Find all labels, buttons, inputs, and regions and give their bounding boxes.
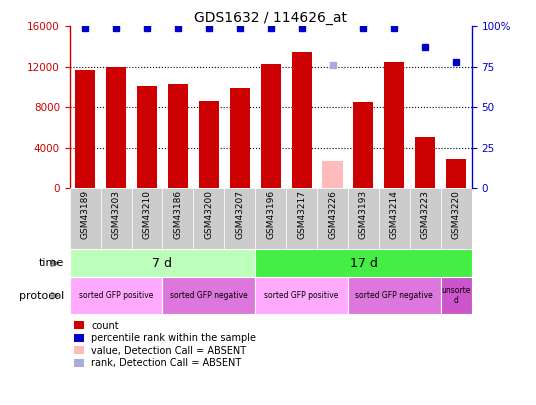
Bar	[162, 188, 193, 249]
Bar	[441, 188, 472, 249]
Text: sorted GFP positive: sorted GFP positive	[264, 291, 339, 300]
Bar	[224, 188, 255, 249]
Text: sorted GFP negative: sorted GFP negative	[170, 291, 248, 300]
Bar	[415, 137, 435, 188]
Text: GSM43223: GSM43223	[421, 190, 430, 239]
Bar	[75, 70, 95, 188]
Text: unsorte
d: unsorte d	[442, 286, 471, 305]
Text: GSM43203: GSM43203	[111, 190, 121, 239]
Text: protocol: protocol	[19, 291, 64, 301]
Bar	[446, 159, 466, 188]
Bar	[131, 188, 162, 249]
Bar	[162, 277, 255, 314]
Bar	[348, 277, 441, 314]
Text: sorted GFP positive: sorted GFP positive	[79, 291, 153, 300]
Bar	[353, 102, 374, 188]
Text: sorted GFP negative: sorted GFP negative	[355, 291, 433, 300]
Bar	[317, 188, 348, 249]
Text: GSM43210: GSM43210	[143, 190, 152, 239]
Bar	[193, 188, 224, 249]
Bar	[199, 101, 219, 188]
Bar	[70, 277, 162, 314]
Text: GSM43207: GSM43207	[235, 190, 244, 239]
Bar	[255, 188, 286, 249]
Text: time: time	[39, 258, 64, 268]
Text: GSM43186: GSM43186	[174, 190, 182, 239]
Bar	[410, 188, 441, 249]
Legend: count, percentile rank within the sample, value, Detection Call = ABSENT, rank, : count, percentile rank within the sample…	[72, 319, 258, 370]
Bar	[384, 62, 405, 188]
Title: GDS1632 / 114626_at: GDS1632 / 114626_at	[194, 11, 347, 25]
Text: GSM43217: GSM43217	[297, 190, 306, 239]
Text: GSM43214: GSM43214	[390, 190, 399, 239]
Bar	[106, 67, 126, 188]
Bar	[255, 249, 472, 277]
Text: GSM43189: GSM43189	[80, 190, 90, 239]
Text: GSM43226: GSM43226	[328, 190, 337, 239]
Bar	[292, 51, 311, 188]
Bar	[137, 86, 157, 188]
Text: 7 d: 7 d	[152, 257, 173, 270]
Text: 17 d: 17 d	[349, 257, 377, 270]
Text: GSM43196: GSM43196	[266, 190, 275, 239]
Bar	[70, 249, 255, 277]
Bar	[255, 277, 348, 314]
Bar	[441, 277, 472, 314]
Bar	[286, 188, 317, 249]
Bar	[101, 188, 131, 249]
Bar	[70, 188, 101, 249]
Bar	[230, 88, 250, 188]
Text: GSM43193: GSM43193	[359, 190, 368, 239]
Text: GSM43220: GSM43220	[452, 190, 461, 239]
Bar	[348, 188, 379, 249]
Bar	[323, 161, 343, 188]
Text: GSM43200: GSM43200	[204, 190, 213, 239]
Bar	[260, 64, 281, 188]
Bar	[379, 188, 410, 249]
Bar	[168, 84, 188, 188]
